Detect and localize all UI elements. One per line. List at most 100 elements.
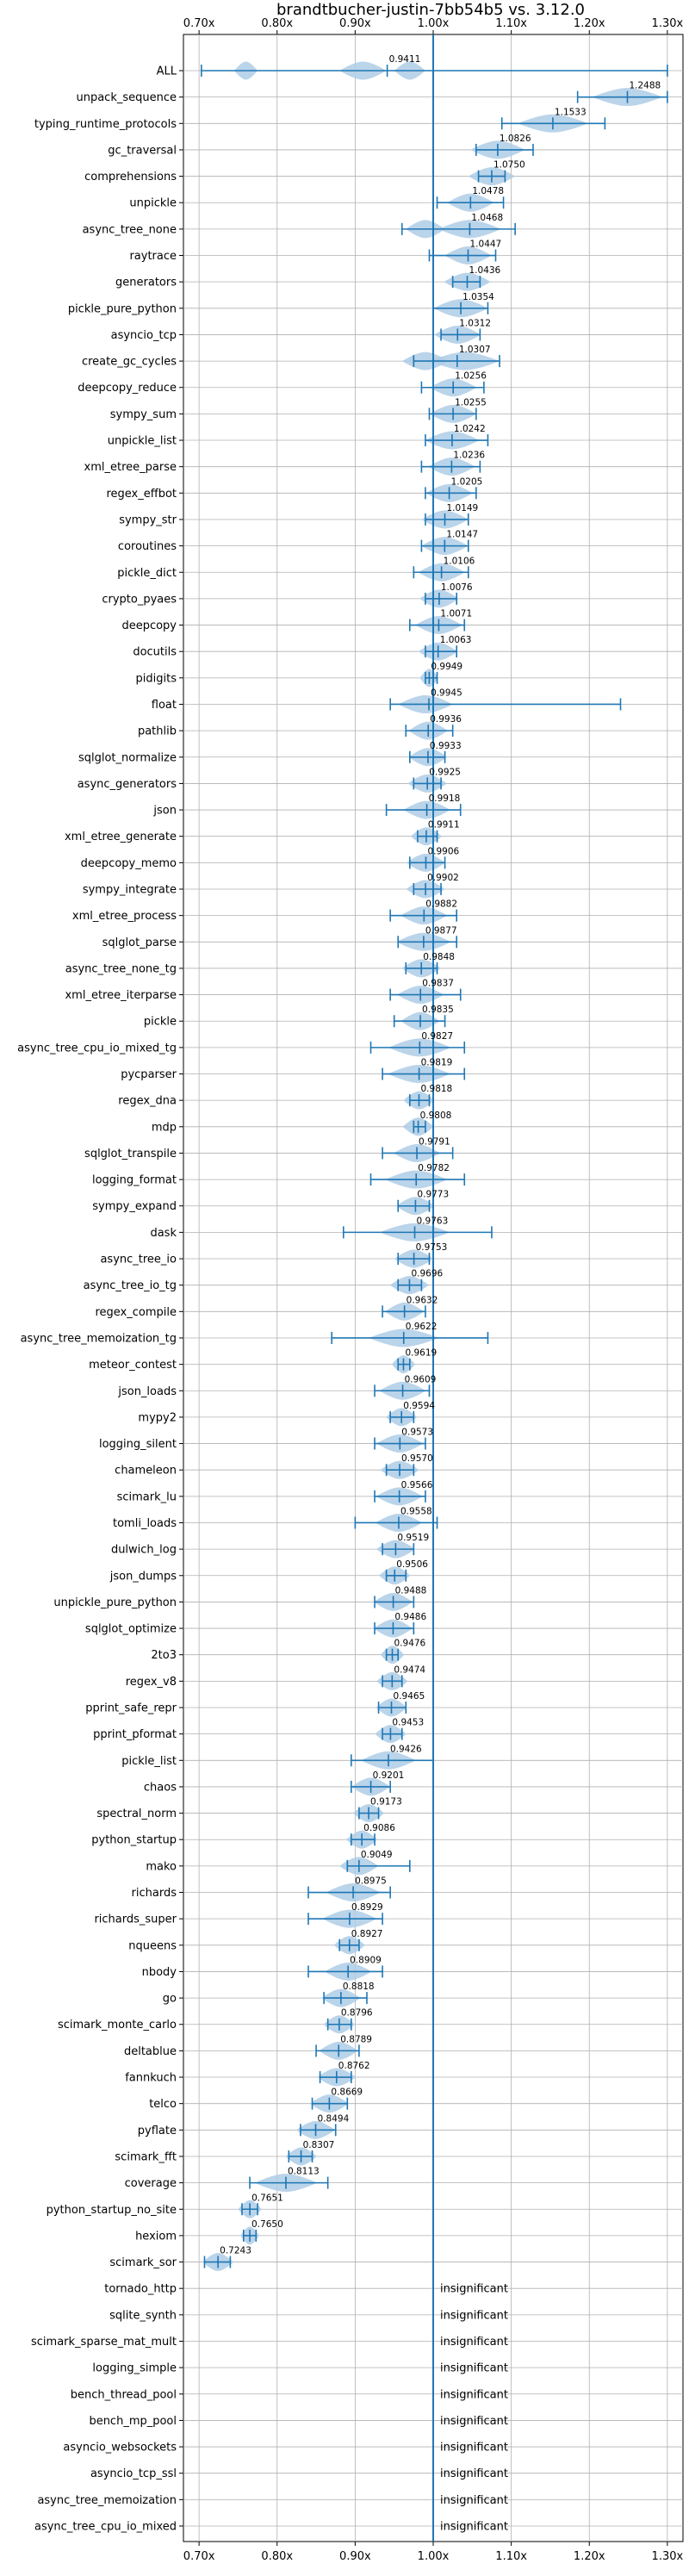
value-label: 0.9476: [394, 1639, 426, 1649]
y-tick-label: deepcopy_reduce: [78, 382, 177, 395]
y-tick-label: json_dumps: [109, 1570, 177, 1583]
y-tick-label: meteor_contest: [89, 1359, 177, 1372]
y-tick-label: asyncio_tcp_ssl: [90, 2467, 177, 2480]
value-label: 0.9201: [373, 1770, 405, 1781]
value-label: 0.9818: [421, 1084, 453, 1094]
y-tick-label: coroutines: [118, 540, 177, 553]
insignificant-label: insignificant: [440, 2362, 508, 2375]
value-label: 1.1533: [555, 107, 587, 117]
y-tick-label: mypy2: [138, 1411, 177, 1424]
x-tick-label-top: 1.00x: [418, 17, 450, 30]
value-label: 0.9827: [421, 1031, 453, 1042]
value-label: 1.0447: [470, 240, 502, 250]
value-label: 0.9619: [405, 1348, 437, 1359]
y-tick-label: scimark_monte_carlo: [58, 2019, 177, 2032]
value-label: 0.9848: [423, 952, 455, 962]
x-tick-label-bottom: 0.90x: [339, 2550, 371, 2563]
value-label: 0.8975: [355, 1876, 387, 1887]
value-label: 0.8818: [343, 1982, 375, 1992]
insignificant-label: insignificant: [440, 2309, 508, 2322]
y-tick-label: tornado_http: [104, 2283, 177, 2296]
insignificant-label: insignificant: [440, 2467, 508, 2480]
y-tick-label: nqueens: [128, 1939, 177, 1952]
value-label: 0.8762: [338, 2061, 370, 2071]
y-tick-label: xml_etree_process: [72, 910, 177, 923]
x-tick-label-bottom: 1.10x: [495, 2550, 527, 2563]
value-label: 1.0205: [451, 476, 483, 487]
y-tick-label: scimark_lu: [117, 1490, 177, 1503]
y-tick-label: logging_silent: [99, 1438, 177, 1451]
y-tick-label: generators: [115, 277, 177, 289]
value-label: 0.9632: [407, 1295, 438, 1305]
value-label: 0.8494: [318, 2113, 350, 2124]
y-tick-label: pickle: [144, 1016, 177, 1029]
y-tick-label: dask: [150, 1227, 177, 1240]
y-tick-label: pickle_dict: [117, 567, 177, 580]
insignificant-label: insignificant: [440, 2388, 508, 2401]
value-label: 1.0063: [440, 635, 472, 645]
value-label: 1.0307: [459, 345, 491, 355]
y-tick-label: async_tree_io_tg: [84, 1279, 177, 1292]
value-label: 1.0436: [469, 265, 501, 276]
value-label: 0.9558: [400, 1506, 432, 1516]
y-tick-label: pickle_pure_python: [68, 302, 177, 315]
value-label: 0.9925: [429, 767, 461, 777]
y-tick-label: deepcopy: [121, 619, 177, 632]
y-tick-label: json_loads: [117, 1385, 177, 1398]
x-tick-label-bottom: 0.80x: [261, 2550, 293, 2563]
y-tick-label: xml_etree_parse: [84, 461, 177, 474]
value-label: 0.9753: [416, 1242, 448, 1253]
y-tick-label: sqlglot_transpile: [84, 1148, 177, 1160]
y-tick-label: pprint_pformat: [93, 1728, 177, 1741]
y-tick-label: async_tree_memoization: [37, 2494, 177, 2507]
y-tick-label: create_gc_cycles: [82, 356, 177, 369]
y-tick-label: json: [152, 805, 177, 818]
y-tick-label: sympy_str: [119, 513, 177, 526]
x-tick-label-top: 1.10x: [495, 17, 527, 30]
y-tick-label: richards_super: [94, 1913, 177, 1926]
y-tick-label: ALL: [157, 65, 177, 78]
value-label: 0.9573: [401, 1428, 433, 1438]
value-label: 0.9049: [361, 1850, 393, 1860]
x-tick-label-bottom: 0.70x: [183, 2550, 215, 2563]
y-tick-label: pidigits: [136, 672, 177, 685]
y-tick-label: scimark_sparse_mat_mult: [31, 2336, 177, 2349]
x-tick-labels-bottom: 0.70x 0.80x 0.90x 1.00x 1.10x 1.20x 1.30x: [183, 2542, 684, 2563]
value-label: 0.9918: [429, 793, 461, 804]
x-tick-label-bottom: 1.30x: [652, 2550, 684, 2563]
value-label: 1.0147: [446, 530, 478, 540]
value-label: 0.7243: [220, 2246, 251, 2256]
y-tick-label: comprehensions: [84, 171, 177, 184]
value-label: 0.9837: [422, 979, 454, 989]
y-tick-label: scimark_fft: [115, 2150, 177, 2163]
y-tick-label: async_tree_memoization_tg: [21, 1332, 177, 1345]
y-tick-label: sympy_integrate: [83, 884, 177, 897]
value-label: 0.9949: [431, 662, 462, 672]
y-tick-label: pycparser: [121, 1068, 177, 1081]
y-tick-label: float: [152, 699, 177, 712]
value-labels: 0.9411 1.2488 1.1533 1.0826 1.0750 1.0478 1.04…: [220, 54, 661, 2534]
value-label: 0.9488: [395, 1585, 427, 1596]
y-tick-label: bench_mp_pool: [89, 2415, 177, 2428]
value-label: 0.9622: [406, 1322, 438, 1332]
y-tick-label: mako: [146, 1860, 177, 1873]
y-tick-label: xml_etree_iterparse: [65, 989, 177, 1002]
value-label: 1.0478: [472, 186, 504, 196]
value-label: 0.9933: [430, 741, 462, 751]
y-tick-label: mdp: [152, 1121, 177, 1134]
x-tick-label-top: 1.30x: [652, 17, 684, 30]
x-tick-label-top: 1.20x: [574, 17, 605, 30]
value-label: 1.0256: [455, 371, 487, 382]
value-label: 0.8113: [288, 2167, 320, 2177]
y-tick-label: pickle_list: [121, 1755, 177, 1768]
y-tick-label: chameleon: [115, 1465, 177, 1478]
y-tick-label: unpickle_pure_python: [53, 1596, 177, 1609]
y-tick-label: deepcopy_memo: [81, 857, 177, 870]
value-label: 0.9570: [401, 1453, 433, 1464]
value-label: 0.9882: [425, 899, 457, 910]
value-label: 0.9594: [403, 1401, 435, 1411]
y-tick-label: deltablue: [124, 2045, 177, 2058]
value-label: 1.0149: [447, 503, 479, 513]
y-tick-label: unpickle_list: [108, 435, 177, 448]
